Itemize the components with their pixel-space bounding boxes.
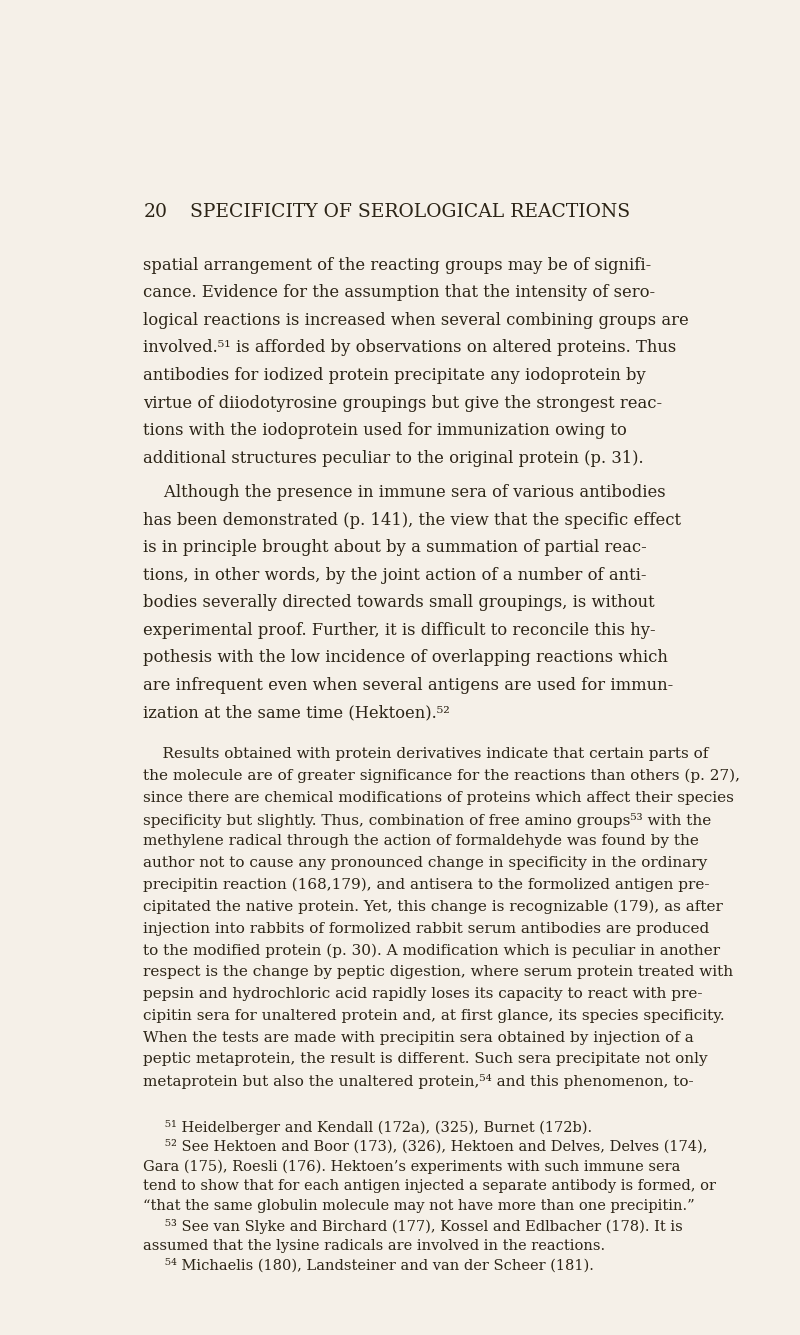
Text: experimental proof. Further, it is difficult to reconcile this hy-: experimental proof. Further, it is diffi…: [143, 622, 656, 639]
Text: tions, in other words, by the joint action of a number of anti-: tions, in other words, by the joint acti…: [143, 567, 647, 583]
Text: is in principle brought about by a summation of partial reac-: is in principle brought about by a summa…: [143, 539, 647, 557]
Text: pothesis with the low incidence of overlapping reactions which: pothesis with the low incidence of overl…: [143, 649, 668, 666]
Text: are infrequent even when several antigens are used for immun-: are infrequent even when several antigen…: [143, 677, 674, 694]
Text: virtue of diiodotyrosine groupings but give the strongest reac-: virtue of diiodotyrosine groupings but g…: [143, 395, 662, 411]
Text: 20: 20: [143, 203, 167, 222]
Text: additional structures peculiar to the original protein (p. 31).: additional structures peculiar to the or…: [143, 450, 644, 467]
Text: pepsin and hydrochloric acid rapidly loses its capacity to react with pre-: pepsin and hydrochloric acid rapidly los…: [143, 987, 703, 1001]
Text: SPECIFICITY OF SEROLOGICAL REACTIONS: SPECIFICITY OF SEROLOGICAL REACTIONS: [190, 203, 630, 222]
Text: precipitin reaction (168,179), and antisera to the formolized antigen pre-: precipitin reaction (168,179), and antis…: [143, 878, 710, 892]
Text: ⁵³ See van Slyke and Birchard (177), Kossel and Edlbacher (178). It is: ⁵³ See van Slyke and Birchard (177), Kos…: [165, 1219, 683, 1234]
Text: tend to show that for each antigen injected a separate antibody is formed, or: tend to show that for each antigen injec…: [143, 1179, 717, 1193]
Text: ⁵¹ Heidelberger and Kendall (172a), (325), Burnet (172b).: ⁵¹ Heidelberger and Kendall (172a), (325…: [165, 1120, 592, 1135]
Text: When the tests are made with precipitin sera obtained by injection of a: When the tests are made with precipitin …: [143, 1031, 694, 1044]
Text: cipitin sera for unaltered protein and, at first glance, its species specificity: cipitin sera for unaltered protein and, …: [143, 1009, 725, 1023]
Text: has been demonstrated (p. 141), the view that the specific effect: has been demonstrated (p. 141), the view…: [143, 511, 682, 529]
Text: to the modified protein (p. 30). A modification which is peculiar in another: to the modified protein (p. 30). A modif…: [143, 944, 721, 957]
Text: tions with the iodoprotein used for immunization owing to: tions with the iodoprotein used for immu…: [143, 422, 627, 439]
Text: spatial arrangement of the reacting groups may be of signifi-: spatial arrangement of the reacting grou…: [143, 256, 652, 274]
Text: ⁵² See Hektoen and Boor (173), (326), Hektoen and Delves, Delves (174),: ⁵² See Hektoen and Boor (173), (326), He…: [165, 1140, 708, 1153]
Text: peptic metaprotein, the result is different. Such sera precipitate not only: peptic metaprotein, the result is differ…: [143, 1052, 708, 1067]
Text: methylene radical through the action of formaldehyde was found by the: methylene radical through the action of …: [143, 834, 699, 848]
Text: “that the same globulin molecule may not have more than one precipitin.”: “that the same globulin molecule may not…: [143, 1199, 695, 1214]
Text: assumed that the lysine radicals are involved in the reactions.: assumed that the lysine radicals are inv…: [143, 1239, 606, 1252]
Text: logical reactions is increased when several combining groups are: logical reactions is increased when seve…: [143, 312, 689, 328]
Text: the molecule are of greater significance for the reactions than others (p. 27),: the molecule are of greater significance…: [143, 769, 741, 784]
Text: Results obtained with protein derivatives indicate that certain parts of: Results obtained with protein derivative…: [143, 748, 709, 761]
Text: specificity but slightly. Thus, combination of free amino groups⁵³ with the: specificity but slightly. Thus, combinat…: [143, 813, 712, 828]
Text: since there are chemical modifications of proteins which affect their species: since there are chemical modifications o…: [143, 790, 734, 805]
Text: ization at the same time (Hektoen).⁵²: ization at the same time (Hektoen).⁵²: [143, 705, 450, 721]
Text: involved.⁵¹ is afforded by observations on altered proteins. Thus: involved.⁵¹ is afforded by observations …: [143, 339, 677, 356]
Text: cance. Evidence for the assumption that the intensity of sero-: cance. Evidence for the assumption that …: [143, 284, 655, 302]
Text: author not to cause any pronounced change in specificity in the ordinary: author not to cause any pronounced chang…: [143, 856, 708, 870]
Text: Although the presence in immune sera of various antibodies: Although the presence in immune sera of …: [143, 485, 666, 501]
Text: cipitated the native protein. Yet, this change is recognizable (179), as after: cipitated the native protein. Yet, this …: [143, 900, 723, 914]
Text: ⁵⁴ Michaelis (180), Landsteiner and van der Scheer (181).: ⁵⁴ Michaelis (180), Landsteiner and van …: [165, 1259, 594, 1274]
Text: metaprotein but also the unaltered protein,⁵⁴ and this phenomenon, to-: metaprotein but also the unaltered prote…: [143, 1075, 694, 1089]
Text: bodies severally directed towards small groupings, is without: bodies severally directed towards small …: [143, 594, 655, 611]
Text: Gara (175), Roesli (176). Hektoen’s experiments with such immune sera: Gara (175), Roesli (176). Hektoen’s expe…: [143, 1160, 681, 1173]
Text: injection into rabbits of formolized rabbit serum antibodies are produced: injection into rabbits of formolized rab…: [143, 921, 710, 936]
Text: antibodies for iodized protein precipitate any iodoprotein by: antibodies for iodized protein precipita…: [143, 367, 646, 384]
Text: respect is the change by peptic digestion, where serum protein treated with: respect is the change by peptic digestio…: [143, 965, 734, 979]
